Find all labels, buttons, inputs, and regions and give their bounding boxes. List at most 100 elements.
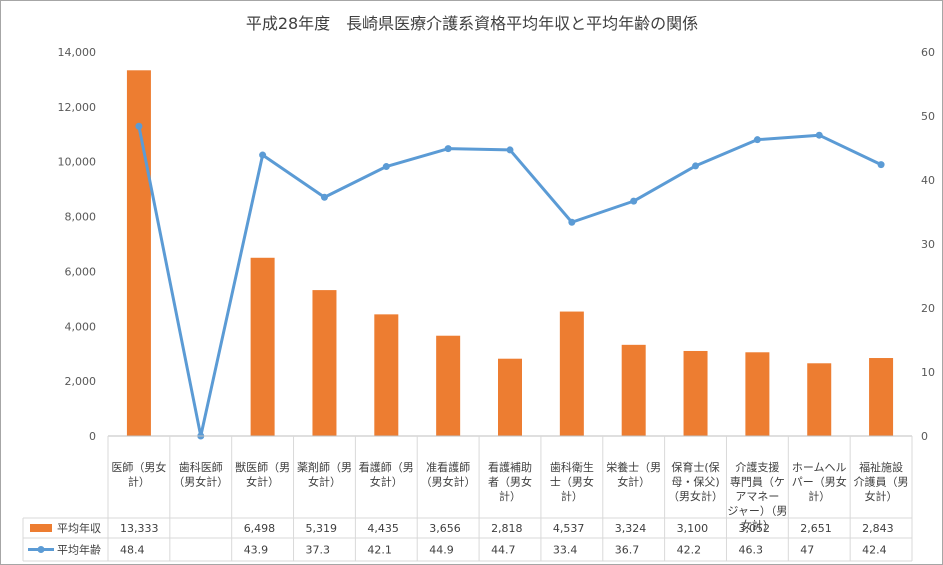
category-label: 医師（男女 xyxy=(111,460,166,474)
table-cell-age: 33.4 xyxy=(553,544,578,557)
category-label: 女計） xyxy=(865,489,898,503)
category-label: 者（男女 xyxy=(488,475,532,489)
category-label: 歯科衛生 xyxy=(550,460,594,474)
left-axis-tick-label: 2,000 xyxy=(65,375,97,388)
legend-label-bar: 平均年収 xyxy=(57,521,101,535)
bar xyxy=(498,358,522,436)
line-point xyxy=(815,131,823,139)
table-cell-income: 3,324 xyxy=(615,522,647,535)
bar xyxy=(869,358,894,436)
category-label: 准看護師 xyxy=(426,460,470,474)
line-point xyxy=(692,162,700,170)
left-axis-tick-label: 6,000 xyxy=(65,265,97,278)
table-cell-income: 5,319 xyxy=(306,522,338,535)
category-label: 福祉施設 xyxy=(859,460,903,474)
left-axis-tick-label: 14,000 xyxy=(58,46,97,59)
right-axis-tick-label: 60 xyxy=(921,46,935,59)
bar xyxy=(807,363,832,436)
line-point xyxy=(382,163,390,171)
line-point xyxy=(506,146,514,154)
right-axis-tick-label: 10 xyxy=(921,366,935,379)
category-label: 看護補助 xyxy=(488,460,532,474)
left-axis-tick-label: 10,000 xyxy=(58,156,97,169)
category-label: ホームヘル xyxy=(792,461,847,474)
category-label: 計） xyxy=(128,475,150,489)
category-label: 獣医師（男 xyxy=(235,460,290,474)
table-cell-age: 42.2 xyxy=(677,544,702,557)
category-label: 歯科医師 xyxy=(179,460,223,474)
line-point xyxy=(320,193,328,201)
line-point xyxy=(877,161,885,169)
left-axis-tick-label: 4,000 xyxy=(65,320,97,333)
table-cell-income: 4,537 xyxy=(553,522,585,535)
table-cell-income: 2,843 xyxy=(862,522,894,535)
right-axis-tick-label: 20 xyxy=(921,302,935,315)
legend-label-line: 平均年齢 xyxy=(57,543,101,557)
category-label: 薬剤師（男 xyxy=(297,460,352,474)
category-label: 母・保父) xyxy=(671,475,719,489)
right-axis-tick-label: 50 xyxy=(921,110,935,123)
left-axis-tick-label: 0 xyxy=(89,430,96,443)
table-cell-income: 2,818 xyxy=(491,522,522,535)
table-cell-age: 42.1 xyxy=(367,544,392,557)
table-cell-income: 4,435 xyxy=(367,522,399,535)
table-cell-age: 44.9 xyxy=(429,544,454,557)
line-point xyxy=(444,145,452,153)
table-cell-age: 48.4 xyxy=(120,544,145,557)
legend-key-marker xyxy=(37,546,45,553)
bar xyxy=(374,314,399,436)
table-cell-age: 37.3 xyxy=(306,544,331,557)
chart-title: 平成28年度 長崎県医療介護系資格平均年収と平均年齢の関係 xyxy=(246,14,698,33)
table-cell-income: 3,100 xyxy=(677,522,709,535)
bar xyxy=(621,344,646,436)
line-point xyxy=(630,197,638,205)
category-label: 女計） xyxy=(741,518,774,532)
category-label: 保育士(保 xyxy=(671,460,719,474)
category-label: 女計） xyxy=(617,475,650,489)
category-label: 看護師（男 xyxy=(359,460,414,474)
table-cell-income: 13,333 xyxy=(120,522,159,535)
category-label: 女計） xyxy=(246,475,279,489)
category-label: 計） xyxy=(808,489,830,503)
bar xyxy=(250,257,275,436)
table-cell-income: 6,498 xyxy=(244,522,276,535)
table-cell-age: 47 xyxy=(800,544,814,557)
table-cell-age: 36.7 xyxy=(615,544,640,557)
table-cell-age: 42.4 xyxy=(862,544,887,557)
table-cell-income: 3,656 xyxy=(429,522,461,535)
bar xyxy=(559,311,584,436)
category-label: 女計） xyxy=(370,475,403,489)
category-label: 士（男女 xyxy=(550,475,594,489)
left-axis-tick-label: 12,000 xyxy=(58,101,97,114)
category-label: 介護員（男 xyxy=(854,475,909,489)
line-point xyxy=(568,218,576,226)
bar xyxy=(312,290,337,436)
right-axis-tick-label: 0 xyxy=(921,430,928,443)
line-point xyxy=(135,122,143,130)
left-axis-tick-label: 8,000 xyxy=(65,211,97,224)
bar xyxy=(745,352,770,436)
bar xyxy=(436,335,461,436)
category-label: （男女計） xyxy=(668,489,723,503)
table-cell-income: 3,052 xyxy=(738,522,770,535)
category-label: 専門員（ケ xyxy=(730,476,785,489)
table-cell-age: 44.7 xyxy=(491,544,515,557)
category-label: （男女計） xyxy=(421,475,476,489)
right-axis-tick-label: 30 xyxy=(921,238,935,251)
table-cell-age: 43.9 xyxy=(244,544,269,557)
bar xyxy=(683,350,708,436)
line-point xyxy=(259,151,267,159)
category-label: （男女計） xyxy=(173,475,228,489)
category-label: 計） xyxy=(499,489,521,503)
table-cell-income: 2,651 xyxy=(800,522,832,535)
legend-key-bar xyxy=(30,524,52,532)
category-label: アマネー xyxy=(735,490,779,503)
right-axis-tick-label: 40 xyxy=(921,174,935,187)
category-label: 介護支援 xyxy=(735,460,779,474)
category-label: ジャー）（男 xyxy=(727,505,787,518)
category-label: 女計） xyxy=(308,475,341,489)
line-point xyxy=(753,136,761,144)
table-cell-age: 46.3 xyxy=(738,544,763,557)
